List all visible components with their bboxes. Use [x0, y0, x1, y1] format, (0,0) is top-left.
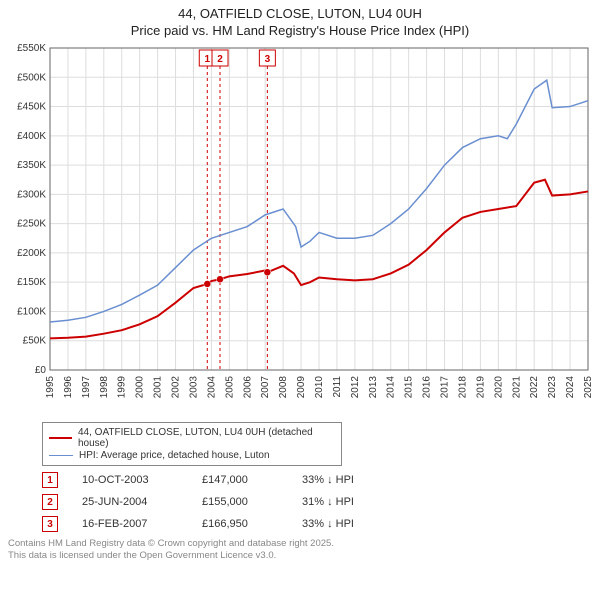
svg-text:£300K: £300K	[17, 189, 46, 200]
transaction-price: £155,000	[202, 496, 302, 508]
transaction-row: 3 16-FEB-2007£166,95033% ↓ HPI	[42, 516, 592, 532]
svg-text:1: 1	[204, 54, 210, 65]
svg-text:£400K: £400K	[17, 131, 46, 142]
transaction-marker: 1	[42, 472, 58, 488]
svg-text:£100K: £100K	[17, 306, 46, 317]
svg-text:£550K: £550K	[17, 43, 46, 54]
svg-text:2002: 2002	[171, 376, 182, 399]
footer-attribution: Contains HM Land Registry data © Crown c…	[8, 538, 592, 562]
svg-text:£500K: £500K	[17, 72, 46, 83]
transaction-marker: 2	[42, 494, 58, 510]
svg-text:2016: 2016	[422, 376, 433, 399]
svg-text:1996: 1996	[63, 376, 74, 399]
svg-text:£150K: £150K	[17, 277, 46, 288]
svg-text:2011: 2011	[332, 376, 343, 398]
svg-text:2008: 2008	[278, 376, 289, 399]
svg-text:2014: 2014	[386, 376, 397, 399]
chart-svg: £0 £50K £100K £150K £200K £250K £300K £350K £400…	[8, 40, 592, 420]
svg-text:2023: 2023	[547, 376, 558, 399]
svg-text:2006: 2006	[242, 376, 253, 399]
svg-text:2019: 2019	[475, 376, 486, 399]
legend-label: 44, OATFIELD CLOSE, LUTON, LU4 0UH (deta…	[78, 427, 335, 449]
svg-text:£350K: £350K	[17, 160, 46, 171]
svg-text:1998: 1998	[99, 376, 110, 399]
svg-text:1995: 1995	[45, 376, 56, 399]
legend-swatch	[49, 437, 72, 439]
transaction-delta: 31% ↓ HPI	[302, 496, 422, 508]
svg-text:2020: 2020	[493, 376, 504, 399]
legend-label: HPI: Average price, detached house, Luto…	[79, 450, 270, 461]
legend-swatch	[49, 455, 73, 457]
transaction-price: £147,000	[202, 474, 302, 486]
svg-text:2005: 2005	[224, 376, 235, 399]
svg-text:2012: 2012	[350, 376, 361, 399]
svg-text:£450K: £450K	[17, 102, 46, 113]
legend: 44, OATFIELD CLOSE, LUTON, LU4 0UH (deta…	[42, 422, 342, 466]
svg-text:£50K: £50K	[23, 336, 47, 347]
transaction-date: 10-OCT-2003	[82, 474, 202, 486]
svg-text:2024: 2024	[565, 376, 576, 399]
svg-text:2001: 2001	[153, 376, 164, 399]
svg-text:2013: 2013	[368, 376, 379, 399]
transaction-delta: 33% ↓ HPI	[302, 518, 422, 530]
chart-area: £0 £50K £100K £150K £200K £250K £300K £350K £400…	[8, 40, 592, 420]
transaction-delta: 33% ↓ HPI	[302, 474, 422, 486]
svg-text:2022: 2022	[529, 376, 540, 399]
svg-text:1997: 1997	[81, 376, 92, 399]
chart-title-block: 44, OATFIELD CLOSE, LUTON, LU4 0UH Price…	[0, 0, 600, 40]
svg-text:2010: 2010	[314, 376, 325, 399]
svg-text:2021: 2021	[511, 376, 522, 399]
transaction-price: £166,950	[202, 518, 302, 530]
svg-text:2007: 2007	[260, 376, 271, 399]
title-address: 44, OATFIELD CLOSE, LUTON, LU4 0UH	[4, 6, 596, 21]
svg-text:£0: £0	[35, 365, 47, 376]
svg-text:2009: 2009	[296, 376, 307, 399]
svg-text:2003: 2003	[188, 376, 199, 399]
svg-text:2017: 2017	[440, 376, 451, 399]
transaction-row: 2 25-JUN-2004£155,00031% ↓ HPI	[42, 494, 592, 510]
svg-text:£250K: £250K	[17, 219, 46, 230]
svg-text:2018: 2018	[457, 376, 468, 399]
svg-text:1999: 1999	[117, 376, 128, 399]
svg-text:2004: 2004	[206, 376, 217, 399]
legend-item: 44, OATFIELD CLOSE, LUTON, LU4 0UH (deta…	[49, 427, 335, 449]
transaction-marker: 3	[42, 516, 58, 532]
footer-line2: This data is licensed under the Open Gov…	[8, 550, 592, 562]
svg-text:2: 2	[217, 54, 223, 65]
svg-text:3: 3	[265, 54, 271, 65]
svg-text:£200K: £200K	[17, 248, 46, 259]
svg-text:2025: 2025	[583, 376, 592, 399]
transaction-date: 25-JUN-2004	[82, 496, 202, 508]
transactions-table: 110-OCT-2003£147,00033% ↓ HPI225-JUN-200…	[42, 472, 592, 532]
transaction-row: 1 10-OCT-2003£147,00033% ↓ HPI	[42, 472, 592, 488]
legend-item: HPI: Average price, detached house, Luto…	[49, 450, 335, 461]
transaction-date: 16-FEB-2007	[82, 518, 202, 530]
title-subtitle: Price paid vs. HM Land Registry's House …	[4, 23, 596, 38]
svg-text:2015: 2015	[404, 376, 415, 399]
svg-text:2000: 2000	[135, 376, 146, 399]
footer-line1: Contains HM Land Registry data © Crown c…	[8, 538, 592, 550]
